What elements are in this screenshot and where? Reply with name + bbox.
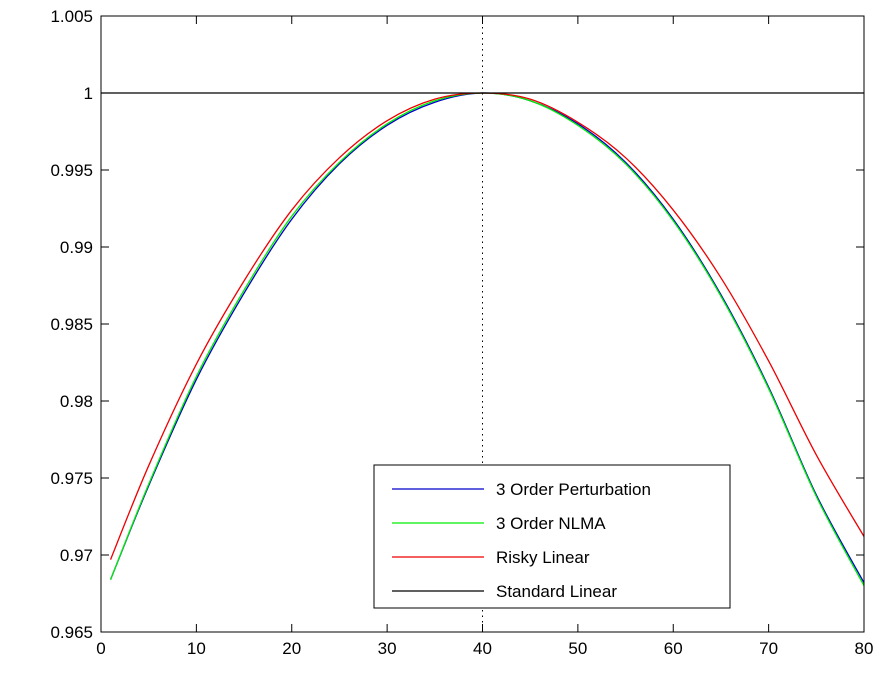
x-tick-label: 80 <box>855 639 874 658</box>
y-tick-label: 0.995 <box>50 161 93 180</box>
x-tick-label: 20 <box>282 639 301 658</box>
x-tick-label: 50 <box>568 639 587 658</box>
x-tick-label: 10 <box>187 639 206 658</box>
y-tick-label: 0.985 <box>50 315 93 334</box>
x-tick-label: 0 <box>96 639 105 658</box>
y-tick-label: 0.98 <box>60 392 93 411</box>
x-tick-label: 60 <box>664 639 683 658</box>
y-tick-label: 0.99 <box>60 238 93 257</box>
x-tick-label: 40 <box>473 639 492 658</box>
y-tick-label: 1.005 <box>50 7 93 26</box>
legend-entry-3-order-nlma: 3 Order NLMA <box>496 514 606 533</box>
tick-layer: 0 10 20 30 40 50 60 70 80 0.965 0.97 0.975 0.98 0.985… <box>50 7 873 658</box>
y-tick-label: 0.97 <box>60 546 93 565</box>
y-tick-label: 0.965 <box>50 623 93 642</box>
legend-entry-risky-linear: Risky Linear <box>496 548 590 567</box>
x-tick-label: 70 <box>759 639 778 658</box>
y-tick-label: 0.975 <box>50 469 93 488</box>
legend: 3 Order Perturbation 3 Order NLMA Risky Li… <box>373 464 731 609</box>
legend-entry-standard-linear: Standard Linear <box>496 582 617 601</box>
legend-entry-3-order-perturbation: 3 Order Perturbation <box>496 480 651 499</box>
y-tick-label: 1 <box>84 84 93 103</box>
x-tick-label: 30 <box>378 639 397 658</box>
